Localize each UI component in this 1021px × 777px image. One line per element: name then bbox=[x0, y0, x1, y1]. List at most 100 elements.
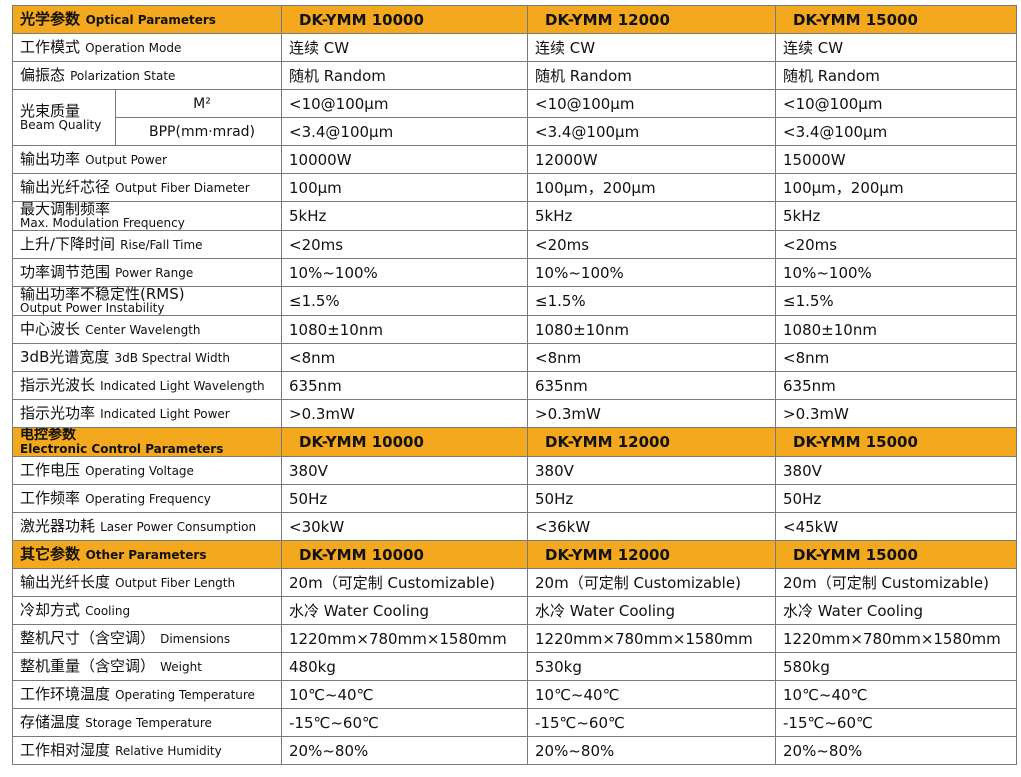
model-header: DK-YMM 15000 bbox=[775, 540, 1017, 569]
table-row: 激光器功耗 Laser Power Consumption <30kW <36k… bbox=[12, 512, 1017, 541]
param-value: 10000W bbox=[281, 145, 528, 174]
table-row: 输出功率 Output Power 10000W 12000W 15000W bbox=[12, 145, 1017, 174]
table-row: 指示光功率 Indicated Light Power >0.3mW >0.3m… bbox=[12, 399, 1017, 428]
param-label-en: Output Power Instability bbox=[20, 301, 165, 315]
param-value: 635nm bbox=[775, 371, 1017, 400]
param-value: 635nm bbox=[527, 371, 776, 400]
table-row: 整机尺寸（含空调） Dimensions 1220mm×780mm×1580mm… bbox=[12, 624, 1017, 653]
param-label-en: Output Power bbox=[85, 153, 167, 167]
param-value: 1080±10nm bbox=[775, 315, 1017, 344]
param-label: 输出光纤长度 Output Fiber Length bbox=[12, 568, 282, 597]
model-header: DK-YMM 12000 bbox=[527, 427, 776, 457]
param-label-zh: 工作模式 bbox=[20, 38, 81, 56]
param-label: 指示光波长 Indicated Light Wavelength bbox=[12, 371, 282, 400]
param-label-en: Max. Modulation Frequency bbox=[20, 216, 185, 230]
section-title: 其它参数 Other Parameters bbox=[12, 540, 282, 569]
table-row: 存储温度 Storage Temperature -15℃~60℃ -15℃~6… bbox=[12, 708, 1017, 737]
param-label-zh: 偏振态 bbox=[20, 66, 66, 84]
param-label-zh: 光束质量 bbox=[20, 101, 81, 120]
param-value: <3.4@100μm bbox=[281, 117, 528, 146]
param-value: 随机 Random bbox=[281, 61, 528, 90]
param-value: 10%~100% bbox=[281, 258, 528, 287]
param-label-en: Polarization State bbox=[70, 69, 176, 83]
param-label: 光束质量 Beam Quality bbox=[12, 89, 116, 146]
param-label-zh: 功率调节范围 bbox=[20, 263, 111, 281]
param-value: <8nm bbox=[775, 343, 1017, 372]
param-value: 连续 CW bbox=[281, 33, 528, 62]
param-value: <20ms bbox=[527, 230, 776, 259]
table-row: 上升/下降时间 Rise/Fall Time <20ms <20ms <20ms bbox=[12, 230, 1017, 259]
table-row: 偏振态 Polarization State 随机 Random 随机 Rand… bbox=[12, 61, 1017, 90]
section-title-zh: 其它参数 bbox=[20, 545, 81, 563]
param-label-en: Operating Frequency bbox=[85, 492, 211, 506]
param-value: ≤1.5% bbox=[775, 286, 1017, 316]
param-label: 输出功率不稳定性(RMS) Output Power Instability bbox=[12, 286, 282, 316]
param-value: 635nm bbox=[281, 371, 528, 400]
param-value: 1080±10nm bbox=[281, 315, 528, 344]
param-value: 20%~80% bbox=[775, 736, 1017, 765]
param-label-en: Output Fiber Diameter bbox=[115, 181, 250, 195]
table-row: 中心波长 Center Wavelength 1080±10nm 1080±10… bbox=[12, 315, 1017, 344]
param-value: <8nm bbox=[281, 343, 528, 372]
table-row: 工作电压 Operating Voltage 380V 380V 380V bbox=[12, 456, 1017, 485]
param-value: <10@100μm bbox=[527, 89, 776, 118]
model-header: DK-YMM 15000 bbox=[775, 427, 1017, 457]
param-value: 100μm，200μm bbox=[527, 173, 776, 202]
param-label-zh: 最大调制频率 bbox=[20, 201, 111, 218]
model-header: DK-YMM 12000 bbox=[527, 540, 776, 569]
param-label: 3dB光谱宽度 3dB Spectral Width bbox=[12, 343, 282, 372]
model-header: DK-YMM 10000 bbox=[281, 540, 528, 569]
table-row: 功率调节范围 Power Range 10%~100% 10%~100% 10%… bbox=[12, 258, 1017, 287]
param-label: 存储温度 Storage Temperature bbox=[12, 708, 282, 737]
param-value: 530kg bbox=[527, 652, 776, 681]
param-label: 功率调节范围 Power Range bbox=[12, 258, 282, 287]
table-row: 输出光纤芯径 Output Fiber Diameter 100μm 100μm… bbox=[12, 173, 1017, 202]
table-row: 工作相对湿度 Relative Humidity 20%~80% 20%~80%… bbox=[12, 736, 1017, 765]
param-value: 50Hz bbox=[527, 484, 776, 513]
param-value: <20ms bbox=[281, 230, 528, 259]
param-label-zh: 冷却方式 bbox=[20, 601, 81, 619]
param-value: -15℃~60℃ bbox=[527, 708, 776, 737]
param-label-zh: 激光器功耗 bbox=[20, 517, 96, 535]
param-label-en: Laser Power Consumption bbox=[100, 520, 257, 534]
param-label-zh: 输出功率不稳定性(RMS) bbox=[20, 286, 185, 303]
param-label-en: Operating Voltage bbox=[85, 464, 194, 478]
param-label-zh: 输出光纤芯径 bbox=[20, 178, 111, 196]
table-row: 输出光纤长度 Output Fiber Length 20m（可定制 Custo… bbox=[12, 568, 1017, 597]
param-value: 20%~80% bbox=[281, 736, 528, 765]
table-row: 冷却方式 Cooling 水冷 Water Cooling 水冷 Water C… bbox=[12, 596, 1017, 625]
param-value: <10@100μm bbox=[281, 89, 528, 118]
param-label-en: Rise/Fall Time bbox=[120, 238, 203, 252]
section-title: 电控参数 Electronic Control Parameters bbox=[12, 427, 282, 457]
param-value: >0.3mW bbox=[527, 399, 776, 428]
table-row: 工作环境温度 Operating Temperature 10℃~40℃ 10℃… bbox=[12, 680, 1017, 709]
table-row: 光束质量 Beam Quality M² <10@100μm <10@100μm … bbox=[12, 89, 1017, 146]
param-label-zh: 整机重量（含空调） bbox=[20, 657, 156, 675]
table-row: 工作频率 Operating Frequency 50Hz 50Hz 50Hz bbox=[12, 484, 1017, 513]
param-label-en: Beam Quality bbox=[20, 117, 102, 132]
param-value: >0.3mW bbox=[281, 399, 528, 428]
table-row: 3dB光谱宽度 3dB Spectral Width <8nm <8nm <8n… bbox=[12, 343, 1017, 372]
param-value: 20m（可定制 Customizable) bbox=[281, 568, 528, 597]
param-value: -15℃~60℃ bbox=[775, 708, 1017, 737]
param-label-zh: 中心波长 bbox=[20, 320, 81, 338]
param-label: 冷却方式 Cooling bbox=[12, 596, 282, 625]
param-value: <45kW bbox=[775, 512, 1017, 541]
param-label: 整机重量（含空调） Weight bbox=[12, 652, 282, 681]
table-row: 整机重量（含空调） Weight 480kg 530kg 580kg bbox=[12, 652, 1017, 681]
param-value: 1220mm×780mm×1580mm bbox=[775, 624, 1017, 653]
param-value: 380V bbox=[281, 456, 528, 485]
param-value: 1080±10nm bbox=[527, 315, 776, 344]
param-label-zh: 工作环境温度 bbox=[20, 685, 111, 703]
param-value: 5kHz bbox=[527, 201, 776, 231]
param-value: 随机 Random bbox=[775, 61, 1017, 90]
param-value: ≤1.5% bbox=[527, 286, 776, 316]
param-label-zh: 存储温度 bbox=[20, 713, 81, 731]
param-value: 5kHz bbox=[775, 201, 1017, 231]
param-value: 15000W bbox=[775, 145, 1017, 174]
section-header-electronic: 电控参数 Electronic Control Parameters DK-YMM… bbox=[12, 427, 1017, 457]
section-header-other: 其它参数 Other Parameters DK-YMM 10000 DK-YM… bbox=[12, 540, 1017, 569]
param-label: 工作电压 Operating Voltage bbox=[12, 456, 282, 485]
param-value: 1220mm×780mm×1580mm bbox=[527, 624, 776, 653]
sub-param-label: M² bbox=[115, 89, 282, 118]
